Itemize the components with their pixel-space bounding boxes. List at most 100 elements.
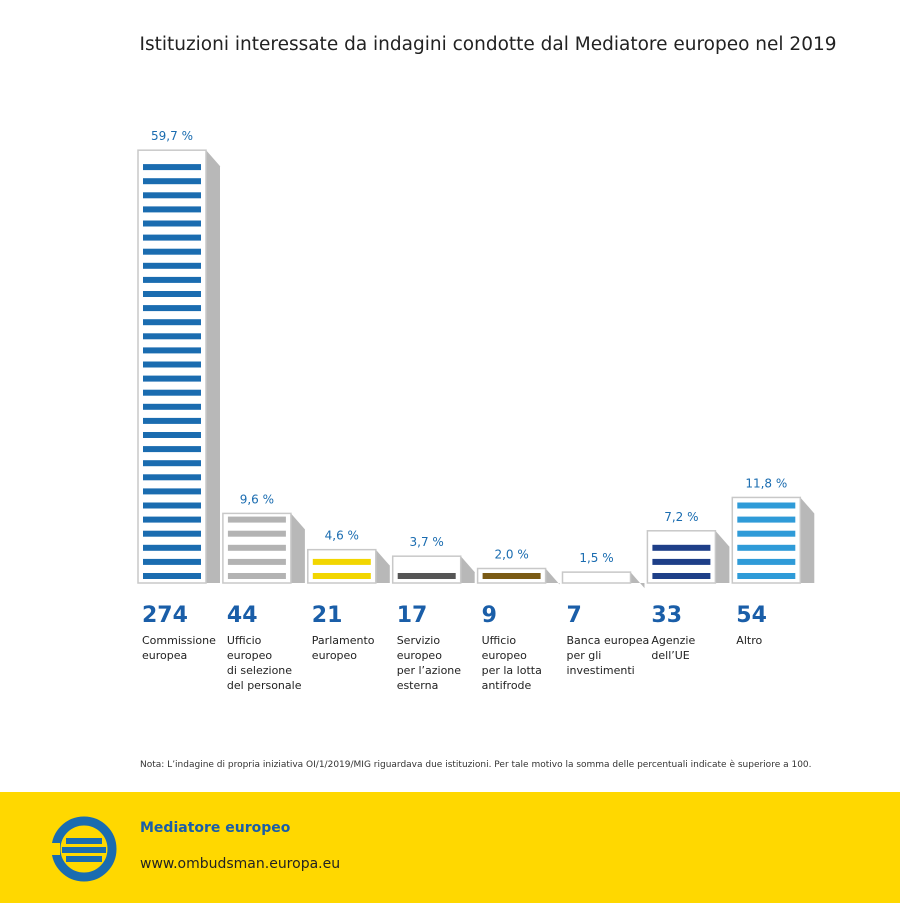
footer-name: Mediatore europeo	[140, 820, 291, 836]
count-label: 44	[227, 603, 258, 628]
category-label: antifrode	[482, 679, 532, 692]
bar-stripe	[143, 305, 201, 312]
bar-stripe	[143, 558, 201, 565]
category-label: per gli	[567, 649, 602, 662]
bar-stripe	[143, 544, 201, 551]
bar-stripe	[143, 291, 201, 297]
bar	[561, 571, 632, 584]
category-label: europeo	[312, 649, 358, 662]
bar-stripe	[652, 558, 711, 565]
bar-stripe	[737, 558, 796, 565]
category-label: per l’azione	[397, 664, 462, 677]
count-label: 274	[142, 603, 188, 628]
bar-stripe	[227, 544, 286, 551]
count-label: 17	[397, 603, 428, 628]
category-label: europeo	[397, 649, 443, 662]
bar-stripe	[143, 530, 201, 537]
value-label: 11,8 %	[745, 476, 787, 490]
bar-side	[800, 497, 815, 583]
value-label: 7,2 %	[664, 510, 698, 524]
bar-side	[630, 572, 645, 589]
category-label: europeo	[482, 649, 527, 662]
bar-stripe	[227, 530, 286, 537]
value-label: 2,0 %	[494, 548, 528, 562]
category-label: europea	[142, 649, 187, 662]
bar-stripe	[143, 389, 201, 396]
bar-stripe	[143, 460, 201, 467]
bar-side	[206, 150, 220, 584]
count-label: 54	[736, 603, 767, 628]
bar-stripe	[312, 558, 371, 565]
category-label: Parlamento	[312, 634, 375, 647]
bar-stripe	[227, 558, 286, 565]
bar-stripe	[737, 573, 796, 579]
logo	[50, 816, 117, 882]
count-label: 21	[312, 603, 343, 628]
value-label: 1,5 %	[579, 551, 613, 565]
category-label: Servizio	[397, 634, 441, 647]
value-label: 3,7 %	[410, 535, 444, 549]
bar-stripe	[143, 375, 201, 382]
bar-stripe	[143, 403, 201, 410]
bar-stripe	[143, 361, 201, 368]
footer-band	[0, 792, 900, 903]
value-label: 4,6 %	[325, 529, 359, 543]
bar-stripe	[143, 192, 201, 199]
count-label: 7	[567, 603, 582, 628]
category-label: Banca europea	[567, 634, 650, 647]
bar-stripe	[737, 544, 796, 551]
bar-stripe	[227, 516, 286, 523]
bar-stripe	[227, 573, 286, 579]
bar-side	[290, 513, 305, 583]
bar-side	[375, 549, 390, 583]
chart-title: Istituzioni interessate da indagini cond…	[139, 34, 836, 55]
bar-stripe	[143, 178, 201, 185]
value-label: 9,6 %	[240, 492, 274, 506]
bar-stripe	[143, 446, 201, 453]
category-label: Ufficio	[482, 634, 517, 647]
category-label: dell’UE	[651, 649, 689, 662]
bar	[731, 496, 802, 584]
bar-side	[460, 556, 475, 583]
note: Nota: L’indagine di propria iniziativa O…	[140, 759, 812, 770]
bar-stripe	[737, 530, 796, 537]
category-label: Agenzie	[651, 634, 695, 647]
bar-stripe	[143, 333, 201, 340]
bar-stripe	[737, 502, 796, 509]
bar-stripe	[143, 206, 201, 213]
bar-stripe	[143, 432, 201, 438]
bar-stripe	[143, 276, 201, 283]
category-label: investimenti	[567, 664, 635, 677]
bar-stripe	[143, 262, 201, 269]
bar-stripe	[143, 234, 201, 241]
bar-side	[545, 568, 560, 585]
bar-stripe	[143, 319, 201, 326]
count-label: 9	[482, 603, 497, 628]
bar-stripe	[737, 516, 796, 523]
category-label: esterna	[397, 679, 439, 692]
bar-stripe	[143, 502, 201, 509]
bar-stripe	[652, 573, 711, 579]
bar-stripe	[143, 474, 201, 481]
value-label: 59,7 %	[151, 129, 193, 143]
category-label: Altro	[736, 634, 762, 647]
bar-stripe	[143, 573, 201, 579]
bar-stripe	[397, 573, 456, 579]
category-label: di selezione	[227, 664, 292, 677]
bar-stripe	[312, 573, 371, 579]
bar-stripe	[482, 573, 541, 579]
bar-stripe	[143, 220, 201, 227]
bar-stripe	[143, 164, 201, 171]
category-label: europeo	[227, 649, 273, 662]
category-label: del personale	[227, 679, 302, 692]
count-label: 33	[651, 603, 682, 628]
category-label: Commissione	[142, 634, 216, 647]
bar-stripe	[143, 516, 201, 523]
bar-side	[715, 530, 730, 583]
bar-stripe	[143, 488, 201, 495]
category-label: per la lotta	[482, 664, 542, 677]
bar-stripe	[143, 248, 201, 255]
category-label: Ufficio	[227, 634, 262, 647]
bar-stripe	[143, 417, 201, 424]
